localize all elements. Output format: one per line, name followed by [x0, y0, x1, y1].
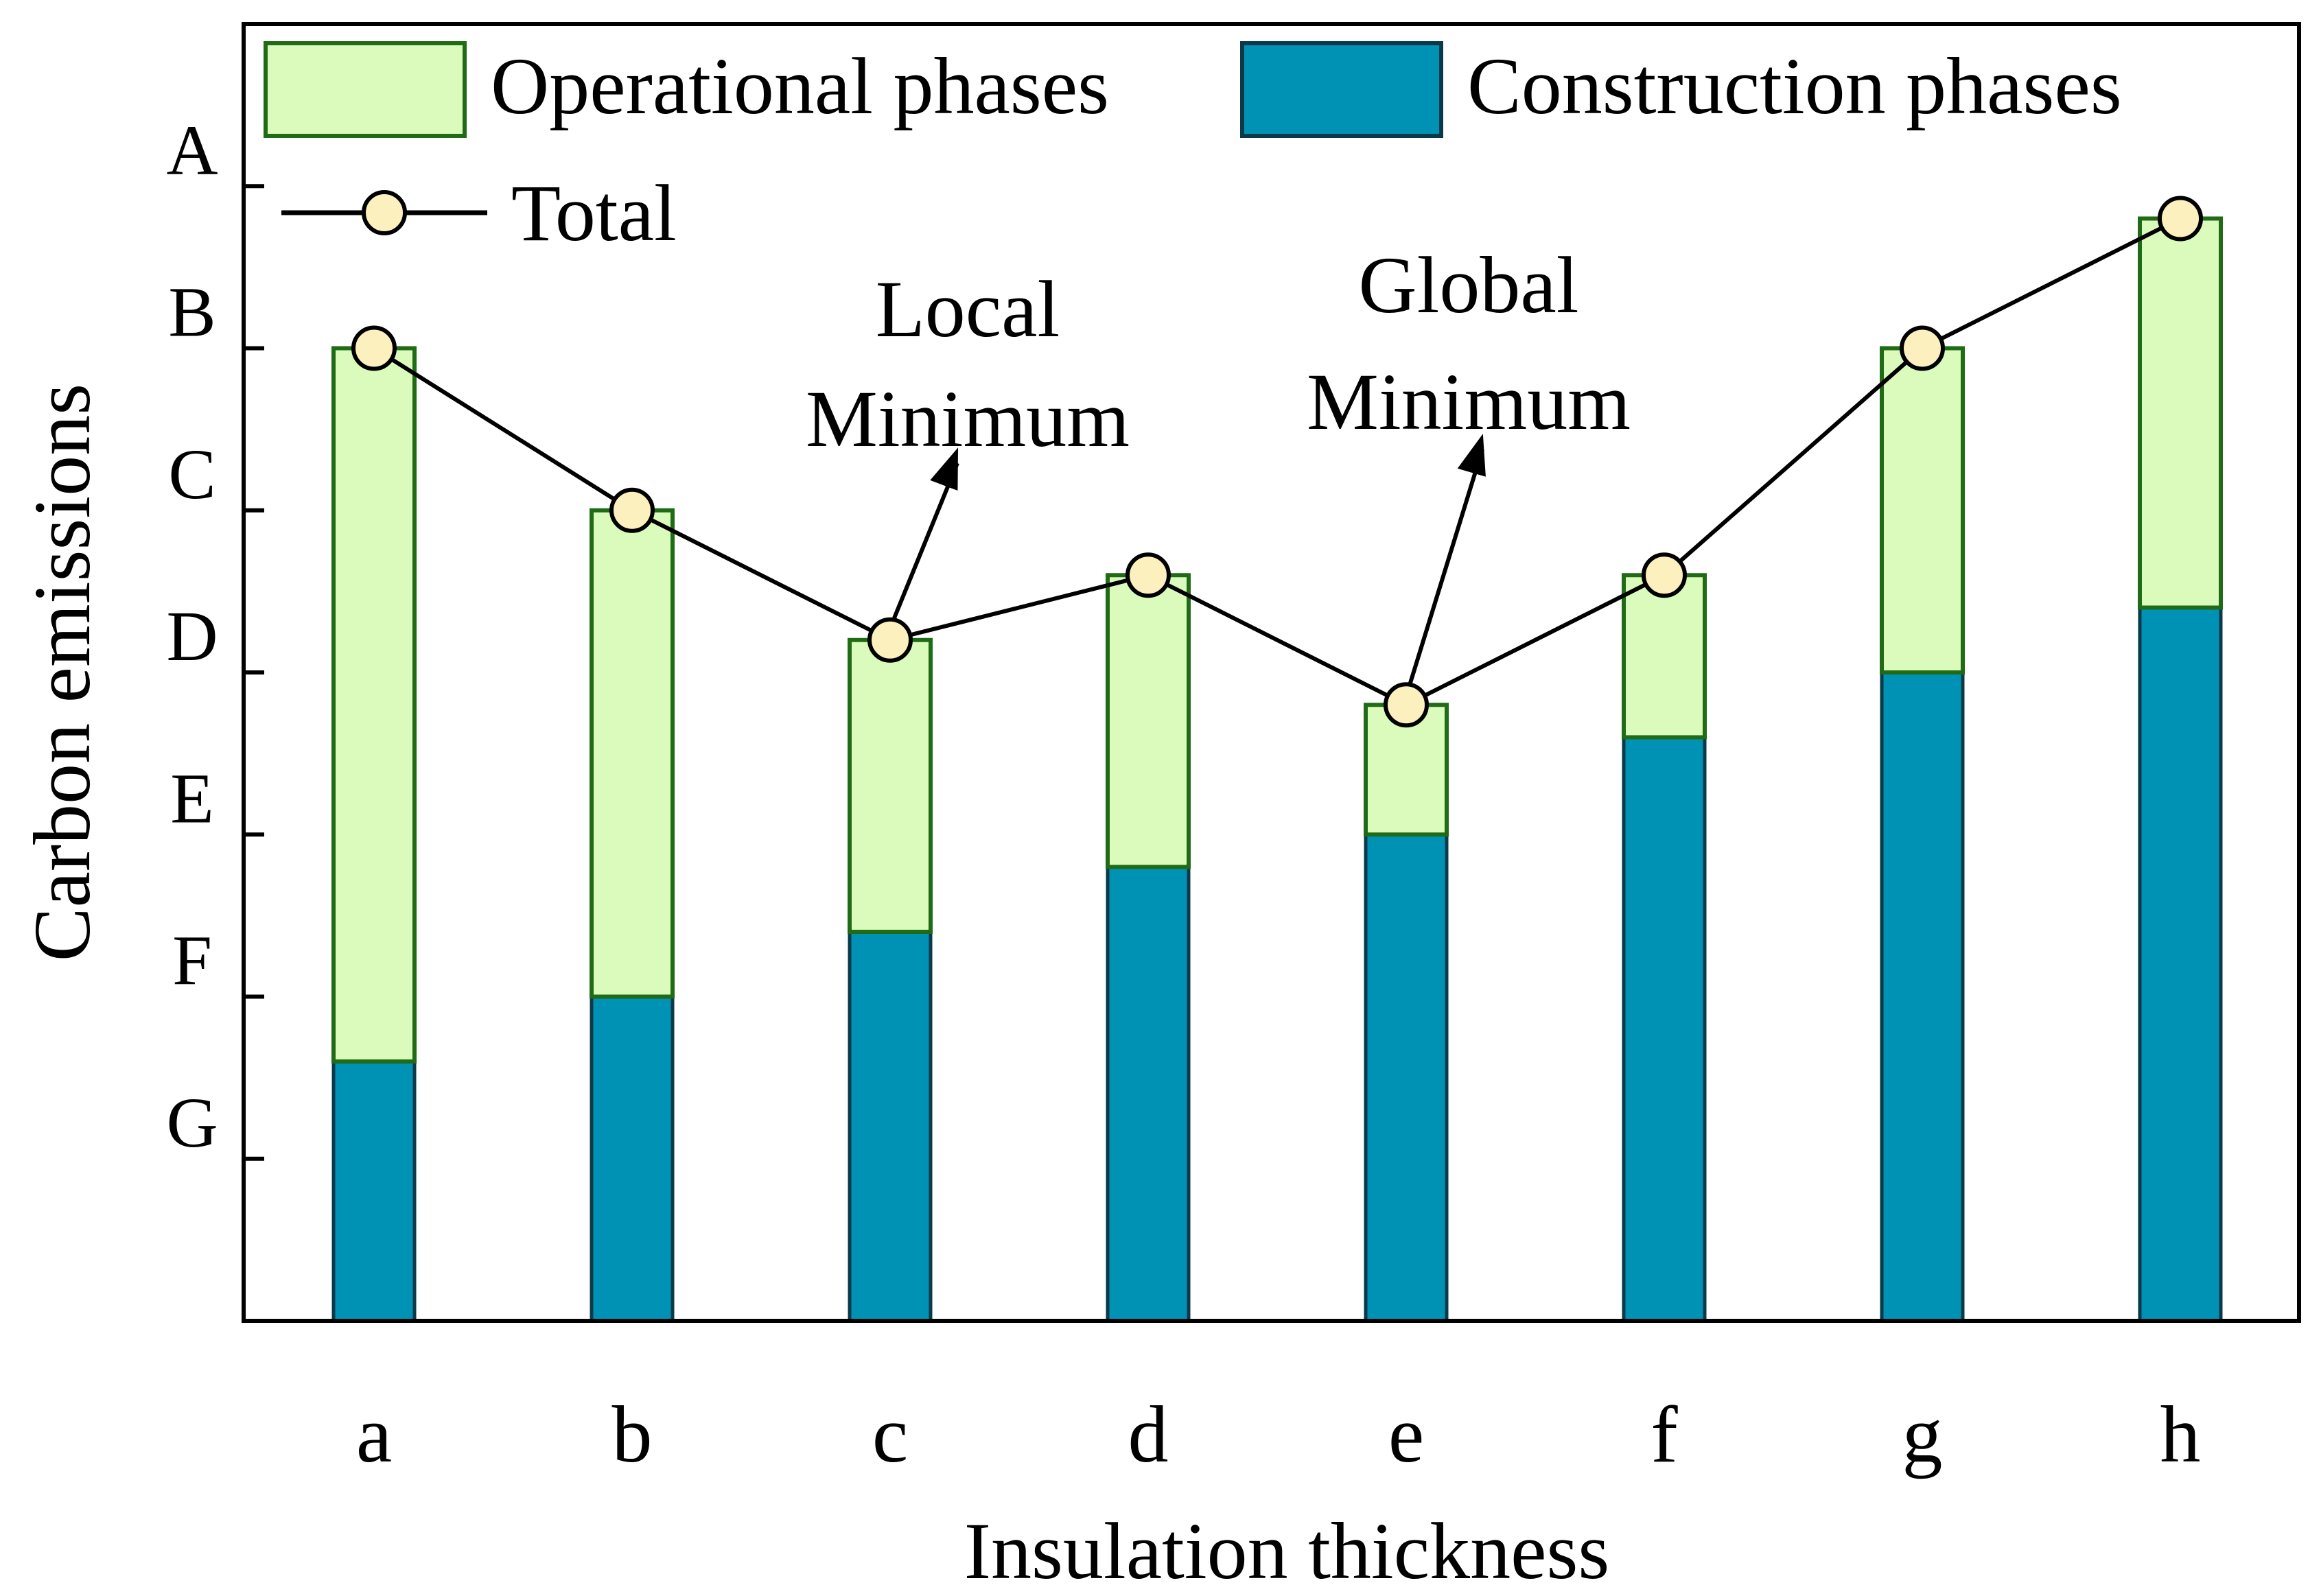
total-point-d — [1125, 552, 1171, 598]
legend-total-label: Total — [511, 168, 677, 258]
bar-operational-f — [1622, 573, 1707, 740]
x-tick-label-b: b — [612, 1389, 653, 1479]
total-point-g — [1900, 325, 1945, 371]
bar-operational-c — [848, 637, 933, 934]
y-tick-label-C: C — [168, 435, 215, 514]
x-axis: a b c d e f g h — [356, 1389, 2201, 1479]
x-tick-label-e: e — [1388, 1389, 1424, 1479]
annotation-layer: Local Minimum Global Minimum — [806, 240, 1631, 684]
legend-total-marker — [362, 190, 407, 235]
annotation-e-line1: Global — [1358, 240, 1578, 330]
legend-operational-label: Operational phases — [491, 41, 1109, 131]
total-point-a — [351, 325, 397, 371]
legend-construction-label: Construction phases — [1467, 41, 2122, 131]
legend-operational-swatch — [264, 41, 467, 138]
annotation-arrowhead-e — [1457, 434, 1486, 477]
y-tick-label-G: G — [166, 1083, 218, 1162]
x-tick-label-c: c — [872, 1389, 908, 1479]
annotation-arrowhead-c — [930, 447, 959, 491]
bar-construction-h — [2138, 606, 2223, 1323]
x-tick-label-g: g — [1902, 1389, 1943, 1479]
annotation-arrow-e — [1408, 449, 1484, 684]
bar-operational-d — [1106, 573, 1191, 869]
y-axis-title: Carbon emissions — [17, 384, 107, 961]
annotation-e-line2: Minimum — [1307, 357, 1631, 447]
bar-construction-b — [590, 995, 675, 1323]
y-tick-label-E: E — [170, 759, 214, 838]
annotation-arrow-c — [892, 462, 959, 619]
bar-construction-f — [1622, 736, 1707, 1323]
x-tick-label-a: a — [356, 1389, 392, 1479]
total-point-h — [2158, 196, 2203, 242]
total-point-f — [1642, 552, 1687, 598]
total-point-c — [867, 617, 913, 663]
total-point-e — [1384, 682, 1429, 728]
annotation-c-line1: Local — [876, 264, 1060, 354]
y-tick-label-D: D — [166, 597, 218, 676]
bar-operational-g — [1880, 346, 1965, 674]
x-tick-label-d: d — [1128, 1389, 1169, 1479]
y-axis: A B C D E F G — [166, 110, 264, 1162]
total-line — [373, 216, 2182, 707]
bar-construction-d — [1106, 865, 1191, 1323]
bars-layer — [331, 216, 2223, 1323]
bar-construction-a — [331, 1059, 417, 1323]
x-axis-title: Insulation thickness — [964, 1506, 1610, 1596]
x-tick-label-h: h — [2160, 1389, 2201, 1479]
bar-construction-c — [848, 930, 933, 1323]
y-tick-label-B: B — [168, 273, 215, 352]
legend: Operational phases Construction phases T… — [264, 41, 2122, 258]
total-point-b — [609, 487, 655, 533]
bar-construction-g — [1880, 670, 1965, 1323]
annotation-c-line2: Minimum — [806, 374, 1130, 464]
y-tick-label-A: A — [166, 110, 218, 189]
bar-construction-e — [1364, 832, 1449, 1323]
bar-operational-b — [590, 508, 675, 999]
y-tick-label-F: F — [172, 922, 212, 1000]
x-tick-label-f: f — [1651, 1389, 1678, 1479]
legend-construction-swatch — [1240, 41, 1443, 138]
bar-operational-h — [2138, 216, 2223, 610]
total-line-layer — [351, 196, 2203, 728]
bar-operational-a — [331, 346, 417, 1064]
